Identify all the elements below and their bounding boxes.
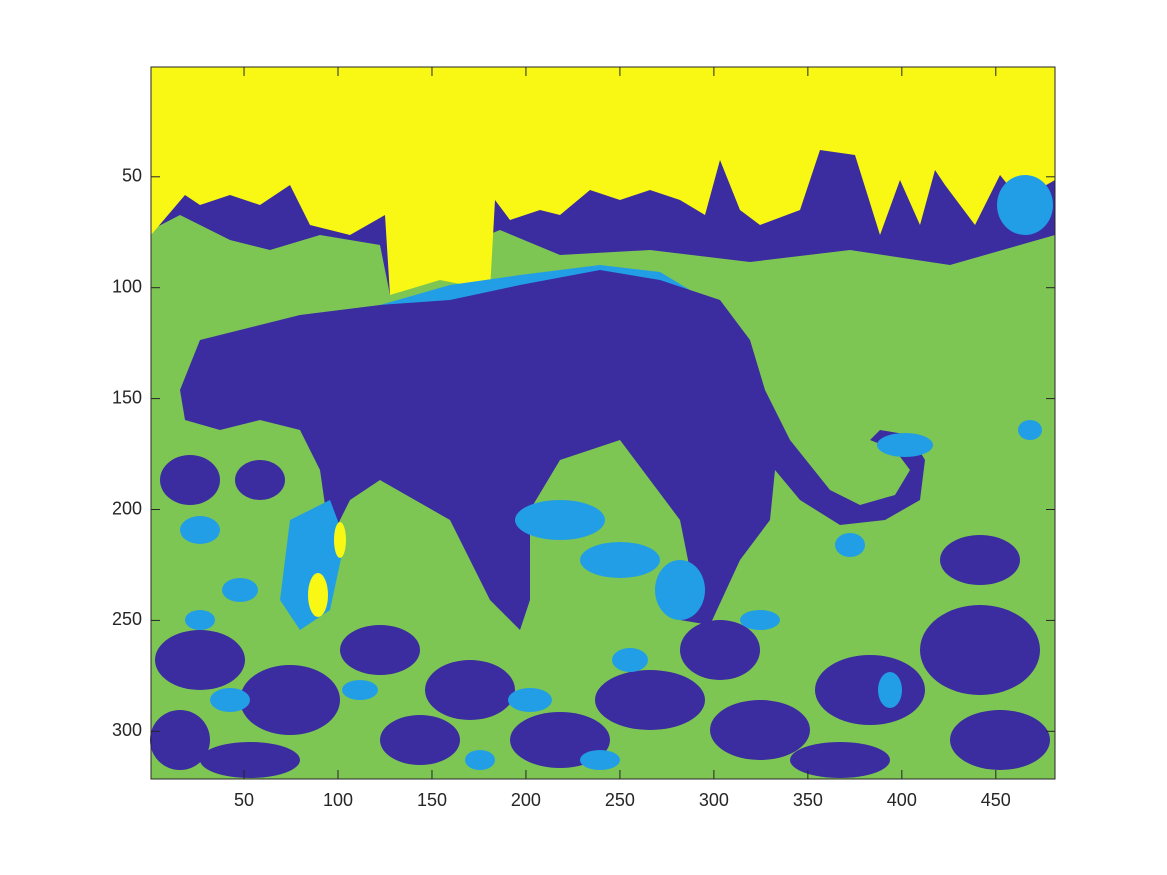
axes-box xyxy=(150,66,1056,780)
x-tick-label: 350 xyxy=(793,790,823,810)
segment-region xyxy=(508,688,552,712)
segment-region xyxy=(595,670,705,730)
image xyxy=(150,67,1055,779)
segment-region xyxy=(878,672,902,708)
segment-region xyxy=(308,573,328,617)
segment-region xyxy=(515,500,605,540)
axes: 50 100 150 200 250 300 350 400 450 50 100 150 200 250… xyxy=(112,66,1056,810)
segment-region xyxy=(151,67,1055,295)
segment-region xyxy=(612,648,648,672)
segment-region xyxy=(835,533,865,557)
segment-region xyxy=(655,560,705,620)
y-tick-label: 150 xyxy=(112,387,142,407)
segment-region xyxy=(710,700,810,760)
x-tick-label: 450 xyxy=(981,790,1011,810)
segment-region xyxy=(680,620,760,680)
x-tick-label: 250 xyxy=(605,790,635,810)
segment-region xyxy=(235,460,285,500)
segment-region xyxy=(790,742,890,778)
segment-region xyxy=(155,630,245,690)
segment-region xyxy=(180,516,220,544)
segment-region xyxy=(380,715,460,765)
x-tick-label: 200 xyxy=(511,790,541,810)
segment-region xyxy=(740,610,780,630)
segment-region xyxy=(997,175,1053,235)
segment-region xyxy=(342,680,378,700)
y-tick-label: 250 xyxy=(112,609,142,629)
x-tick-label: 50 xyxy=(234,790,254,810)
segment-region xyxy=(150,710,210,770)
segment-region xyxy=(877,433,933,457)
x-tick-label: 150 xyxy=(417,790,447,810)
y-tick-label: 100 xyxy=(112,276,142,296)
segment-region xyxy=(425,660,515,720)
segment-region xyxy=(580,750,620,770)
segment-region xyxy=(185,610,215,630)
segment-region xyxy=(465,750,495,770)
x-tick-label: 100 xyxy=(323,790,353,810)
segment-region xyxy=(815,655,925,725)
y-tick-label: 200 xyxy=(112,498,142,518)
segment-region xyxy=(920,605,1040,695)
x-tick-label: 400 xyxy=(887,790,917,810)
segment-region xyxy=(334,522,346,558)
segment-region xyxy=(280,500,345,630)
segment-region xyxy=(1018,420,1042,440)
segment-region xyxy=(222,578,258,602)
segment-region xyxy=(210,688,250,712)
segment-region xyxy=(240,665,340,735)
x-tick-label: 300 xyxy=(699,790,729,810)
segment-region xyxy=(180,270,925,630)
segment-region xyxy=(950,710,1050,770)
segment-region xyxy=(340,625,420,675)
segment-region xyxy=(200,742,300,778)
y-tick-label: 300 xyxy=(112,720,142,740)
segment-region xyxy=(580,542,660,578)
segment-region xyxy=(940,535,1020,585)
segment-region xyxy=(160,455,220,505)
y-tick-label: 50 xyxy=(122,166,142,186)
